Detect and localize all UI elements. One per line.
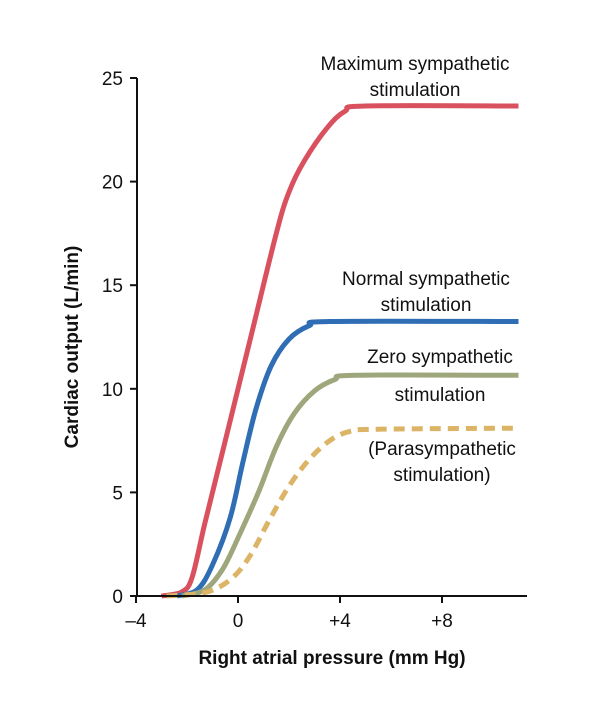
x-tick-label: +8 (431, 611, 453, 632)
curve-label-parasympathetic: (Parasympathetic (368, 439, 516, 460)
curve-label-maximum: Maximum sympathetic (321, 54, 510, 75)
y-tick-label: 0 (112, 587, 123, 608)
curve-normal (176, 318, 519, 599)
curve-label-zero: stimulation (395, 385, 486, 406)
curve-maximum (160, 103, 519, 599)
y-axis-title: Cardiac output (L/min) (62, 246, 83, 449)
y-tick-label: 20 (102, 173, 123, 194)
y-tick-label: 5 (112, 483, 123, 504)
curve-label-normal: stimulation (381, 295, 472, 316)
x-axis-title: Right atrial pressure (mm Hg) (198, 648, 465, 669)
curve-label-maximum: stimulation (370, 80, 461, 101)
x-tick-label: –4 (125, 611, 147, 632)
curve-labels-layer: Maximum sympathetic stimulation Normal sym… (321, 54, 516, 486)
curves-layer (160, 103, 519, 599)
y-tick-label: 25 (102, 69, 123, 90)
y-tick-label: 15 (102, 276, 123, 297)
x-tick-label: 0 (233, 611, 244, 632)
curve-label-parasympathetic: stimulation) (393, 465, 490, 486)
x-tick-label: +4 (329, 611, 351, 632)
curve-zero (181, 372, 519, 599)
axes-layer (136, 78, 527, 597)
curve-label-zero: Zero sympathetic (367, 347, 513, 368)
y-tick-label: 10 (102, 380, 123, 401)
curve-parasympathetic (166, 425, 519, 599)
curve-label-normal: Normal sympathetic (342, 269, 510, 290)
